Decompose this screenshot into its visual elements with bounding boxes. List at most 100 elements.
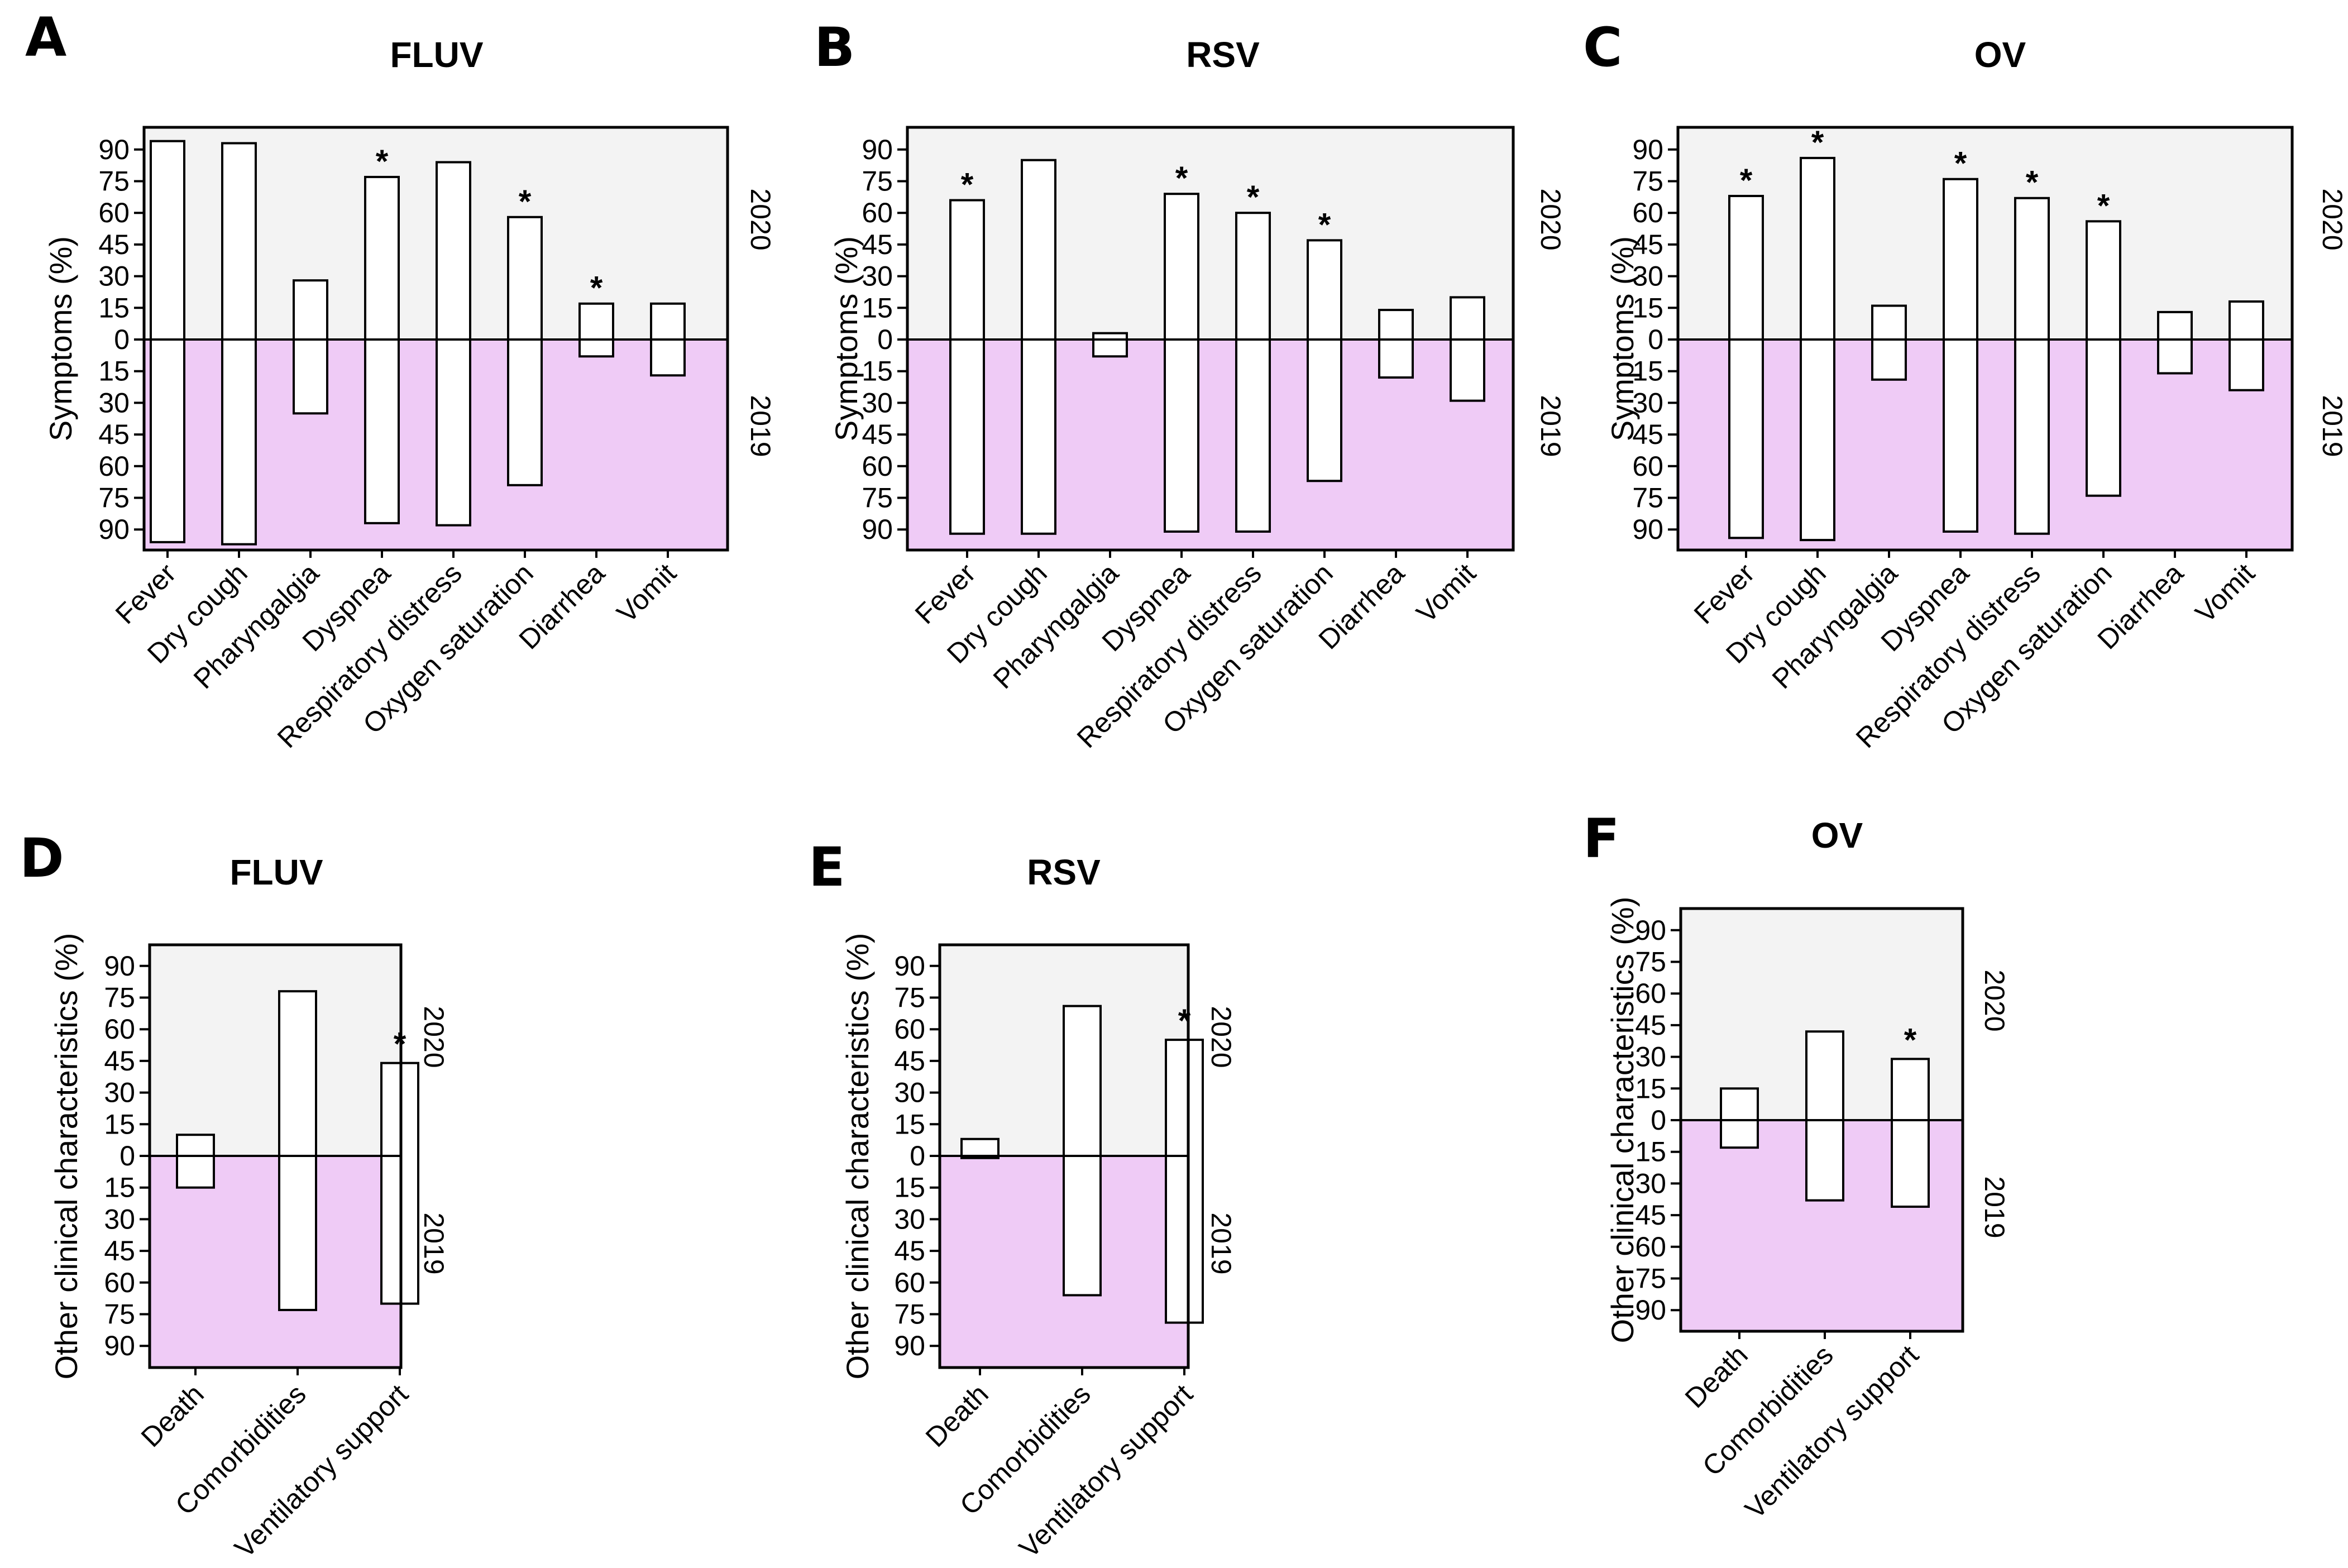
category-label: Pharyngalgia: [987, 557, 1125, 695]
y-tick-label: 45: [104, 1045, 135, 1077]
y-tick-label: 45: [894, 1045, 925, 1077]
bar-dyspnea: [1943, 178, 1978, 533]
plot-frame: [1676, 126, 2294, 552]
y-tick-label: 60: [98, 451, 130, 482]
panel-letter: A: [25, 6, 66, 69]
chart-title: RSV: [1027, 852, 1101, 892]
y-tick-label: 75: [894, 1299, 925, 1330]
y-tick-label: 30: [1635, 1041, 1666, 1073]
y-axis-label: Other clinical characteristics (%): [840, 933, 875, 1380]
y-tick-label: 75: [862, 166, 893, 197]
chart-title: FLUV: [390, 35, 483, 75]
bar-comorbidities: [278, 990, 317, 1311]
category-label: Pharyngalgia: [1766, 557, 1904, 695]
background-2020: [150, 945, 401, 1156]
y-axis-label: Other clinical characteristics (%): [1605, 897, 1640, 1344]
y-tick-label: 90: [104, 1330, 135, 1361]
y-tick-label: 15: [1632, 292, 1663, 323]
year-label-2019: 2019: [1206, 1212, 1237, 1274]
y-tick-label: 75: [1635, 1263, 1666, 1294]
significance-marker: *: [1247, 179, 1260, 216]
y-tick-label: 75: [98, 166, 130, 197]
year-label-2019: 2019: [745, 395, 776, 457]
plot-frame: [1679, 907, 1964, 1333]
category-label: Death: [1679, 1339, 1754, 1414]
y-tick-label: 45: [104, 1235, 135, 1266]
y-tick-label: 15: [104, 1172, 135, 1203]
y-tick-label: 45: [1635, 1199, 1666, 1231]
significance-marker: *: [1318, 207, 1331, 243]
bar-diarrhea: [2157, 310, 2193, 375]
y-tick-label: 0: [1648, 324, 1663, 355]
y-tick-label: 90: [894, 1330, 925, 1361]
bar-pharyngalgia: [1092, 332, 1128, 358]
background-2019: [907, 340, 1513, 550]
bar-death: [176, 1134, 215, 1189]
category-label: Ventilatory support: [228, 1378, 414, 1564]
y-tick-label: 30: [104, 1203, 135, 1235]
y-tick-label: 75: [1632, 482, 1663, 514]
y-tick-label: 60: [894, 1014, 925, 1045]
y-axis-label: Symptoms (%): [1605, 236, 1640, 441]
y-tick-label: 30: [1632, 387, 1663, 418]
y-tick-label: 75: [862, 482, 893, 514]
panel-letter: C: [1583, 16, 1622, 79]
y-tick-label: 90: [104, 950, 135, 982]
bar-pharyngalgia: [293, 279, 328, 415]
year-label-2019: 2019: [1979, 1176, 2010, 1238]
plot-frame: [938, 943, 1190, 1369]
bar-dyspnea: [364, 175, 400, 524]
panel-letter: F: [1583, 807, 1620, 870]
y-tick-label: 15: [862, 356, 893, 387]
y-axis-label: Other clinical characteristics (%): [49, 933, 84, 1380]
y-tick-label: 15: [894, 1108, 925, 1140]
y-tick-label: 90: [1632, 514, 1663, 545]
y-tick-label: 90: [98, 514, 130, 545]
bar-comorbidities: [1063, 1005, 1102, 1297]
y-tick-label: 60: [1635, 1231, 1666, 1263]
significance-marker: *: [1175, 160, 1188, 197]
y-tick-label: 30: [104, 1077, 135, 1108]
bar-fever: [150, 140, 185, 543]
y-tick-label: 15: [894, 1172, 925, 1203]
y-tick-label: 30: [98, 261, 130, 292]
significance-marker: *: [2026, 165, 2039, 201]
y-tick-label: 30: [894, 1077, 925, 1108]
bar-dyspnea: [1164, 193, 1199, 533]
y-tick-label: 45: [894, 1235, 925, 1266]
y-tick-label: 60: [862, 197, 893, 228]
significance-marker: *: [376, 144, 389, 180]
bar-vomit: [1450, 296, 1485, 402]
y-tick-label: 30: [1632, 261, 1663, 292]
significance-marker: *: [1740, 162, 1753, 199]
year-label-2020: 2020: [1535, 188, 1566, 250]
significance-marker: *: [1904, 1022, 1917, 1058]
y-tick-label: 60: [1632, 197, 1663, 228]
bar-comorbidities: [1805, 1030, 1844, 1202]
plot-frame: [906, 126, 1515, 552]
chart-title: RSV: [1186, 35, 1260, 75]
y-tick-label: 75: [1632, 166, 1663, 197]
y-tick-label: 15: [1635, 1073, 1666, 1104]
bar-respiratory-distress: [2014, 197, 2050, 535]
y-tick-label: 75: [98, 482, 130, 514]
category-label: Death: [135, 1378, 210, 1453]
y-tick-label: 60: [1632, 451, 1663, 482]
bar-death: [1720, 1087, 1759, 1149]
category-label: Vomit: [611, 557, 682, 629]
bar-oxygen-saturation: [2086, 220, 2121, 497]
y-tick-label: 60: [862, 451, 893, 482]
y-tick-label: 0: [114, 324, 130, 355]
y-tick-label: 45: [98, 229, 130, 260]
y-tick-label: 30: [862, 387, 893, 418]
category-label: Vomit: [2189, 557, 2261, 629]
background-2020: [1678, 127, 2292, 340]
y-tick-label: 15: [104, 1108, 135, 1140]
year-label-2019: 2019: [2317, 395, 2348, 457]
bar-ventilatory-support: [1165, 1039, 1204, 1324]
significance-marker: *: [590, 270, 603, 307]
y-tick-label: 0: [877, 324, 893, 355]
bar-pharyngalgia: [1871, 304, 1907, 381]
